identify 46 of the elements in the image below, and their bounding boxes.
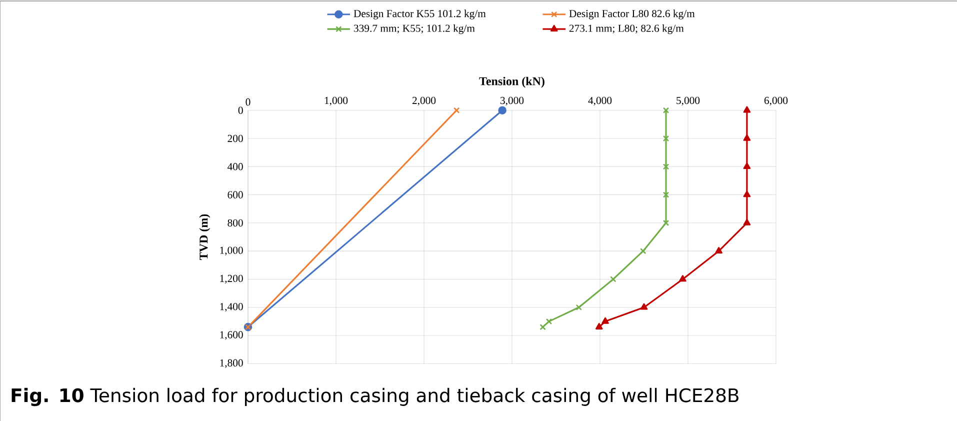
point: [576, 304, 582, 310]
y-tick-label: 1,400: [220, 303, 243, 312]
x-tick-label: 3,000: [500, 96, 524, 106]
point: [540, 324, 546, 330]
point: [743, 190, 751, 198]
y-tick-label: 600: [228, 191, 243, 198]
point: [610, 276, 616, 282]
legend-label: Design Factor L80 82.6 kg/m: [569, 10, 695, 20]
y-tick-label: 800: [228, 219, 243, 227]
point: [679, 275, 686, 282]
y-tick-label: 1,200: [220, 274, 243, 284]
legend-label: 339.7 mm; K55; 101.2 kg/m: [354, 24, 475, 34]
x-tick-label: 6,000: [764, 96, 788, 106]
point: [743, 218, 751, 226]
point: [715, 246, 722, 254]
x-tick-label: 4,000: [588, 96, 612, 106]
point: [498, 106, 506, 114]
x-tick-label: 1,000: [324, 96, 348, 106]
y-axis-title: TVD (m): [199, 214, 210, 260]
y-tick-label: 1,800: [220, 359, 243, 368]
y-tick-label: 0: [238, 106, 243, 114]
legend-label: Design Factor K55 101.2 kg/m: [354, 10, 486, 20]
point: [546, 318, 552, 325]
y-tick-label: 400: [228, 163, 243, 170]
point: [743, 106, 751, 113]
y-tick-label: 1,600: [220, 331, 243, 340]
point: [743, 134, 751, 141]
text: Fig. 10 Tension load for production casing and tieback casing of well HCE28B: [12, 388, 738, 406]
legend-label: 273.1 mm; L80; 82.6 kg/m: [569, 24, 684, 34]
point: [662, 164, 670, 170]
x-tick-label: 0: [246, 98, 250, 106]
point: [595, 322, 603, 330]
point: [662, 192, 670, 198]
y-tick-label: 200: [228, 134, 243, 142]
point: [743, 162, 751, 170]
point: [662, 107, 670, 114]
y-tick-label: 1,000: [220, 246, 243, 256]
point: [453, 107, 460, 114]
x-tick-label: 5,000: [676, 96, 700, 106]
point: [602, 317, 609, 324]
point: [662, 135, 670, 142]
point: [640, 303, 648, 310]
point: [640, 248, 646, 254]
x-tick-label: 2,000: [412, 96, 436, 106]
x-axis-title: Tension (kN): [479, 76, 544, 88]
point: [662, 220, 670, 226]
